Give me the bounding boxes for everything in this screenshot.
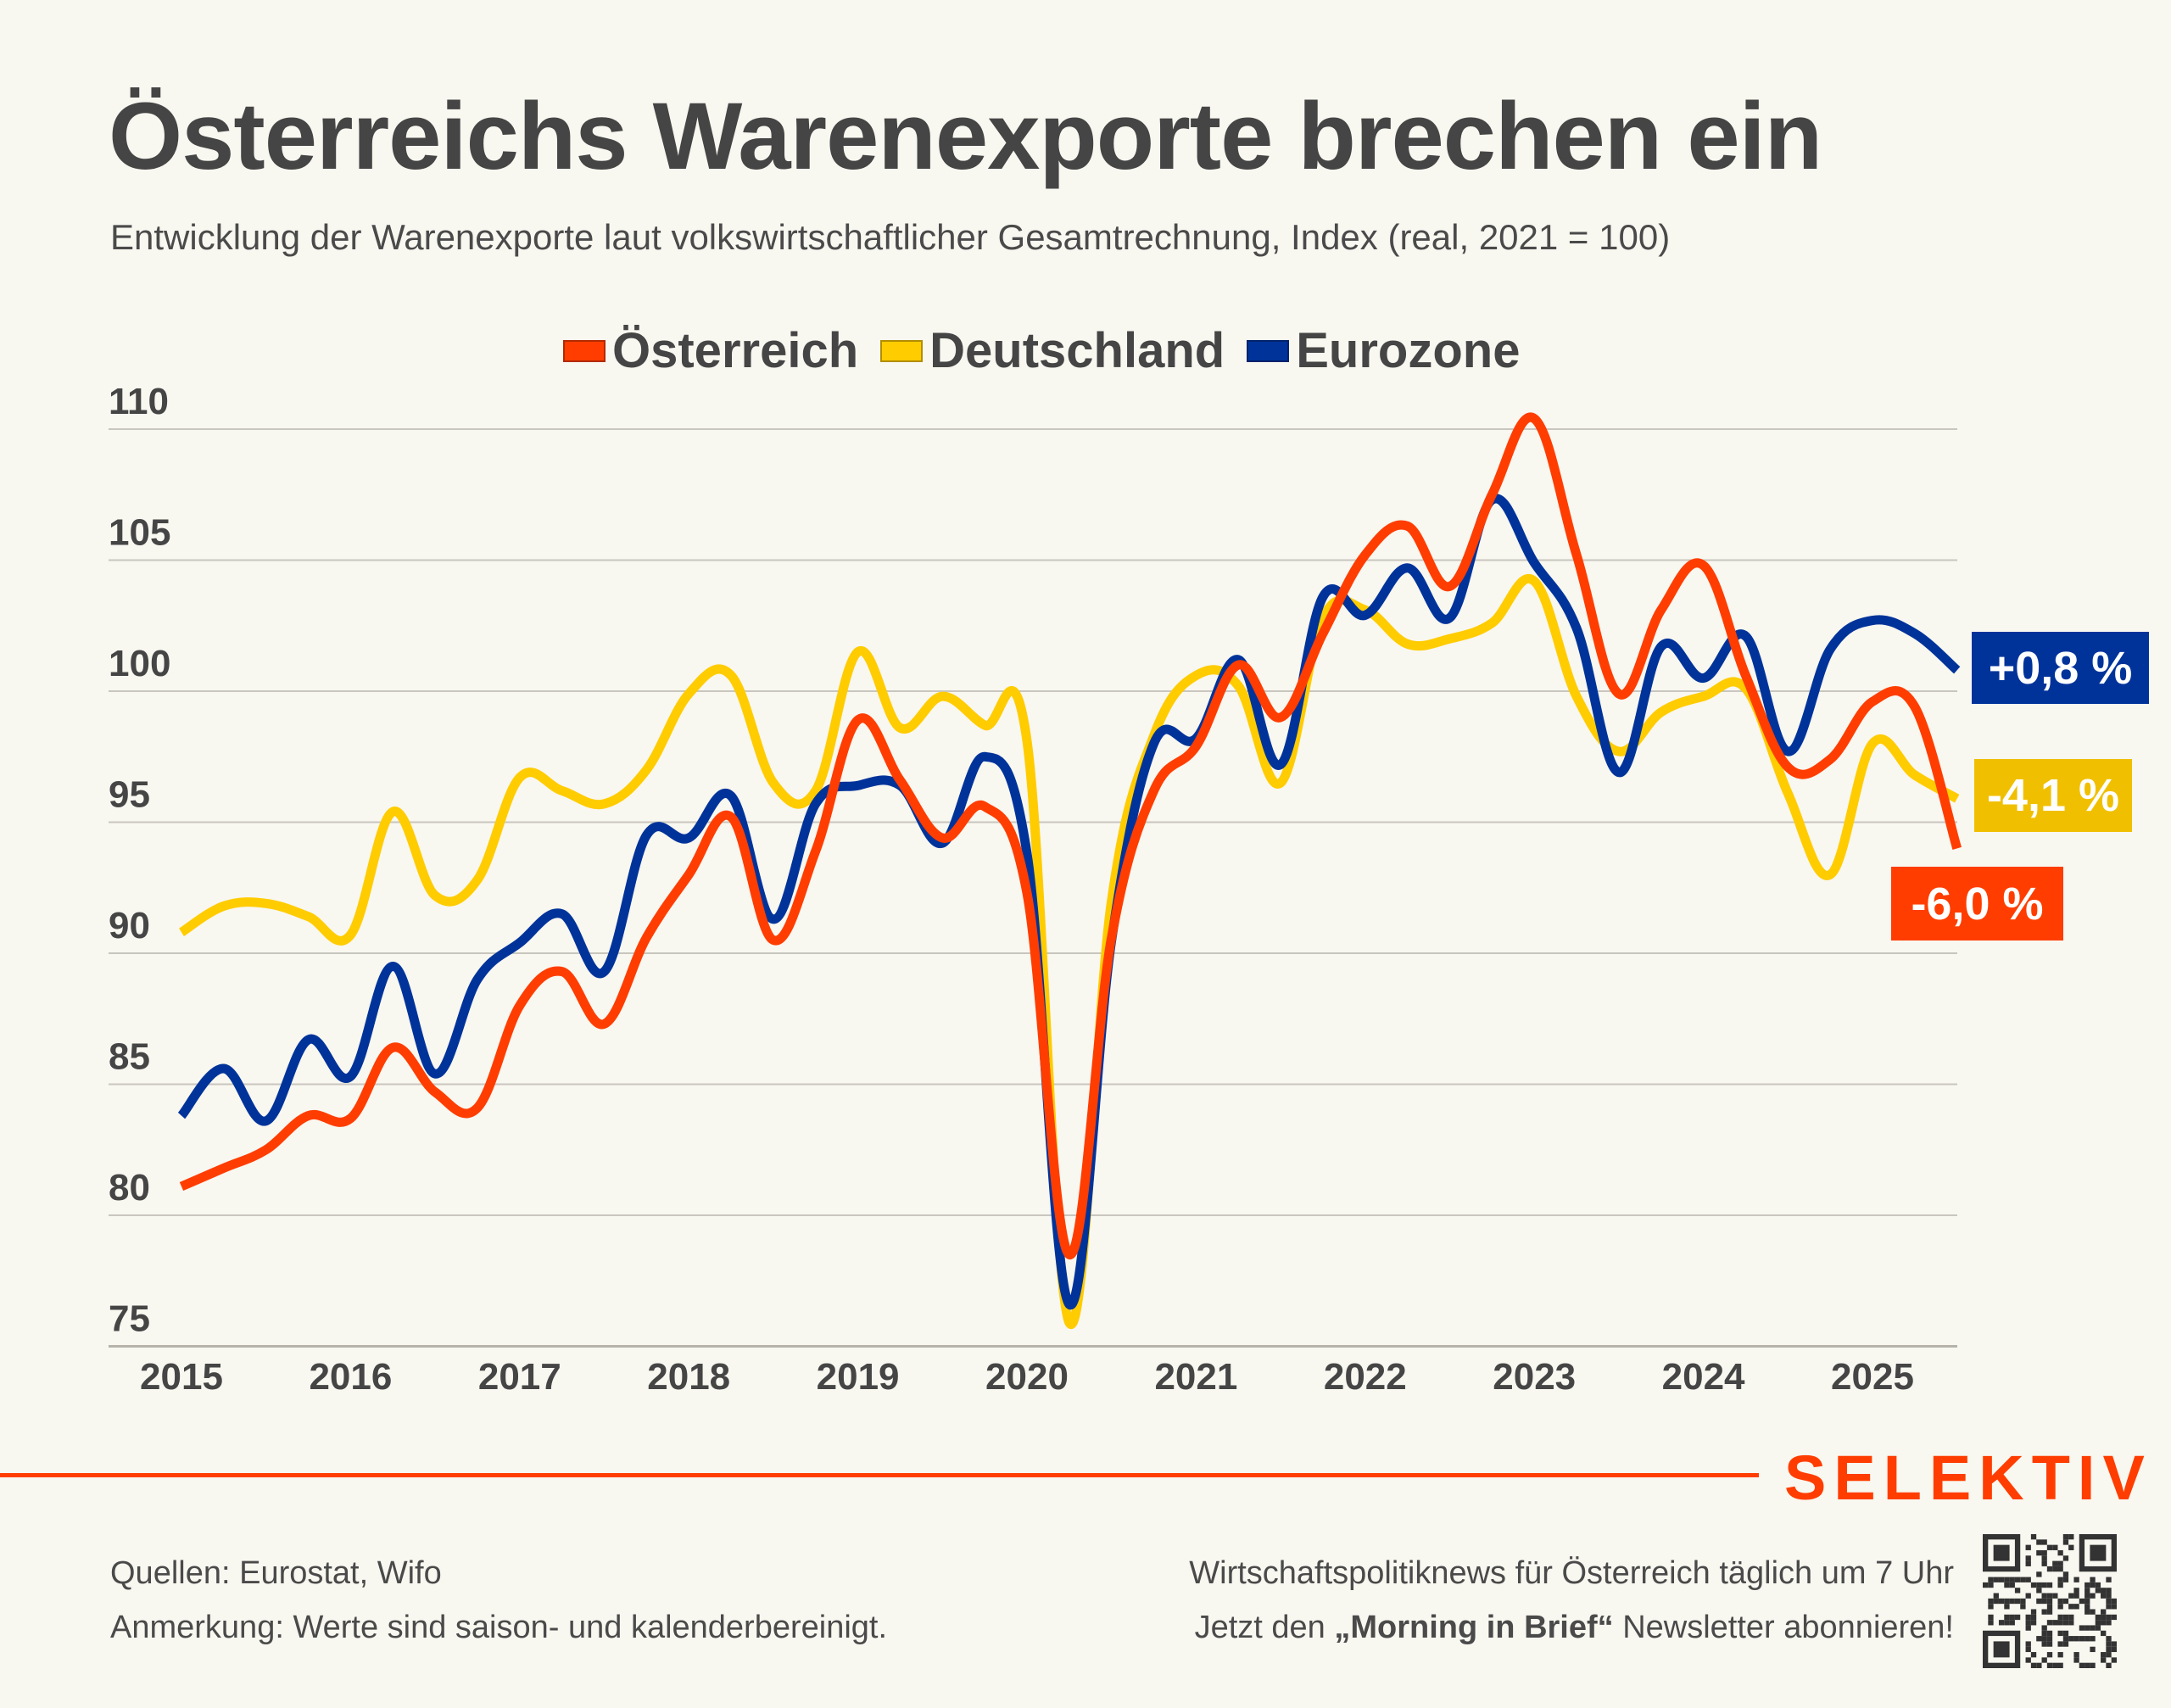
x-tick-label: 2024 — [1662, 1356, 1745, 1398]
sources-text: Quellen: Eurostat, Wifo — [110, 1555, 442, 1591]
y-tick-label: 105 — [109, 512, 170, 554]
y-tick-label: 90 — [109, 905, 150, 946]
promo-line-2[interactable]: Jetzt den „Morning in Brief“ Newsletter … — [1195, 1610, 1954, 1646]
x-tick-label: 2017 — [478, 1356, 561, 1398]
promo-line-1: Wirtschaftspolitiknews für Österreich tä… — [1189, 1555, 1954, 1591]
series-line-eurozone — [177, 494, 1961, 1309]
y-axis-ticks: 75 80 85 90 95 100 105 110 — [109, 381, 170, 1340]
x-tick-label: 2019 — [817, 1356, 900, 1398]
note-text: Anmerkung: Werte sind saison- und kalend… — [110, 1610, 888, 1645]
chart-title: Österreichs Warenexporte brechen ein — [109, 83, 1822, 189]
legend-swatch-eurozone — [1247, 339, 1290, 362]
x-tick-label: 2022 — [1324, 1356, 1407, 1398]
x-axis-ticks: 2015 2016 2017 2018 2019 2020 2021 2022 2023 2024… — [140, 1356, 1914, 1398]
legend-label-deutschland: Deutschland — [929, 323, 1225, 378]
legend-item-oesterreich: Österreich — [563, 322, 858, 379]
y-tick-label: 100 — [109, 643, 170, 684]
legend-label-eurozone: Eurozone — [1296, 323, 1521, 378]
series-line-oesterreich — [179, 412, 1962, 1259]
y-tick-label: 110 — [109, 381, 169, 422]
selektiv-logo: SELEKTIV — [1784, 1443, 2152, 1513]
promo-line-2-post: Newsletter abonnieren! — [1613, 1610, 1954, 1645]
footer-separator-line — [0, 1473, 1759, 1477]
legend-label-oesterreich: Österreich — [612, 323, 859, 378]
end-label-eurozone: +0,8 % — [1972, 632, 2149, 704]
legend-swatch-oesterreich — [563, 339, 606, 362]
end-label-oesterreich: -6,0 % — [1891, 867, 2063, 941]
y-tick-label: 75 — [109, 1298, 150, 1340]
legend: Österreich Deutschland Eurozone — [563, 322, 1520, 379]
qr-code-icon[interactable] — [1983, 1534, 2117, 1668]
x-tick-label: 2015 — [140, 1356, 223, 1398]
x-tick-label: 2021 — [1154, 1356, 1237, 1398]
series-lines — [177, 412, 1962, 1330]
y-tick-label: 80 — [109, 1167, 150, 1208]
promo-line-2-pre: Jetzt den — [1194, 1610, 1335, 1645]
x-tick-label: 2020 — [985, 1356, 1069, 1398]
end-label-deutschland: -4,1 % — [1974, 759, 2132, 832]
legend-item-deutschland: Deutschland — [880, 322, 1225, 379]
y-tick-label: 85 — [109, 1036, 150, 1078]
chart-subtitle: Entwicklung der Warenexporte laut volksw… — [110, 217, 1671, 257]
newsletter-name: „Morning in Brief“ — [1334, 1610, 1614, 1645]
x-tick-label: 2018 — [647, 1356, 730, 1398]
legend-item-eurozone: Eurozone — [1247, 322, 1520, 379]
legend-swatch-deutschland — [880, 339, 924, 362]
line-chart: 75 80 85 90 95 100 105 110 2015 2016 2017 2018 2019… — [109, 381, 1962, 1398]
x-tick-label: 2016 — [309, 1356, 392, 1398]
x-tick-label: 2023 — [1493, 1356, 1576, 1398]
y-tick-label: 95 — [109, 774, 150, 816]
x-tick-label: 2025 — [1831, 1356, 1914, 1398]
